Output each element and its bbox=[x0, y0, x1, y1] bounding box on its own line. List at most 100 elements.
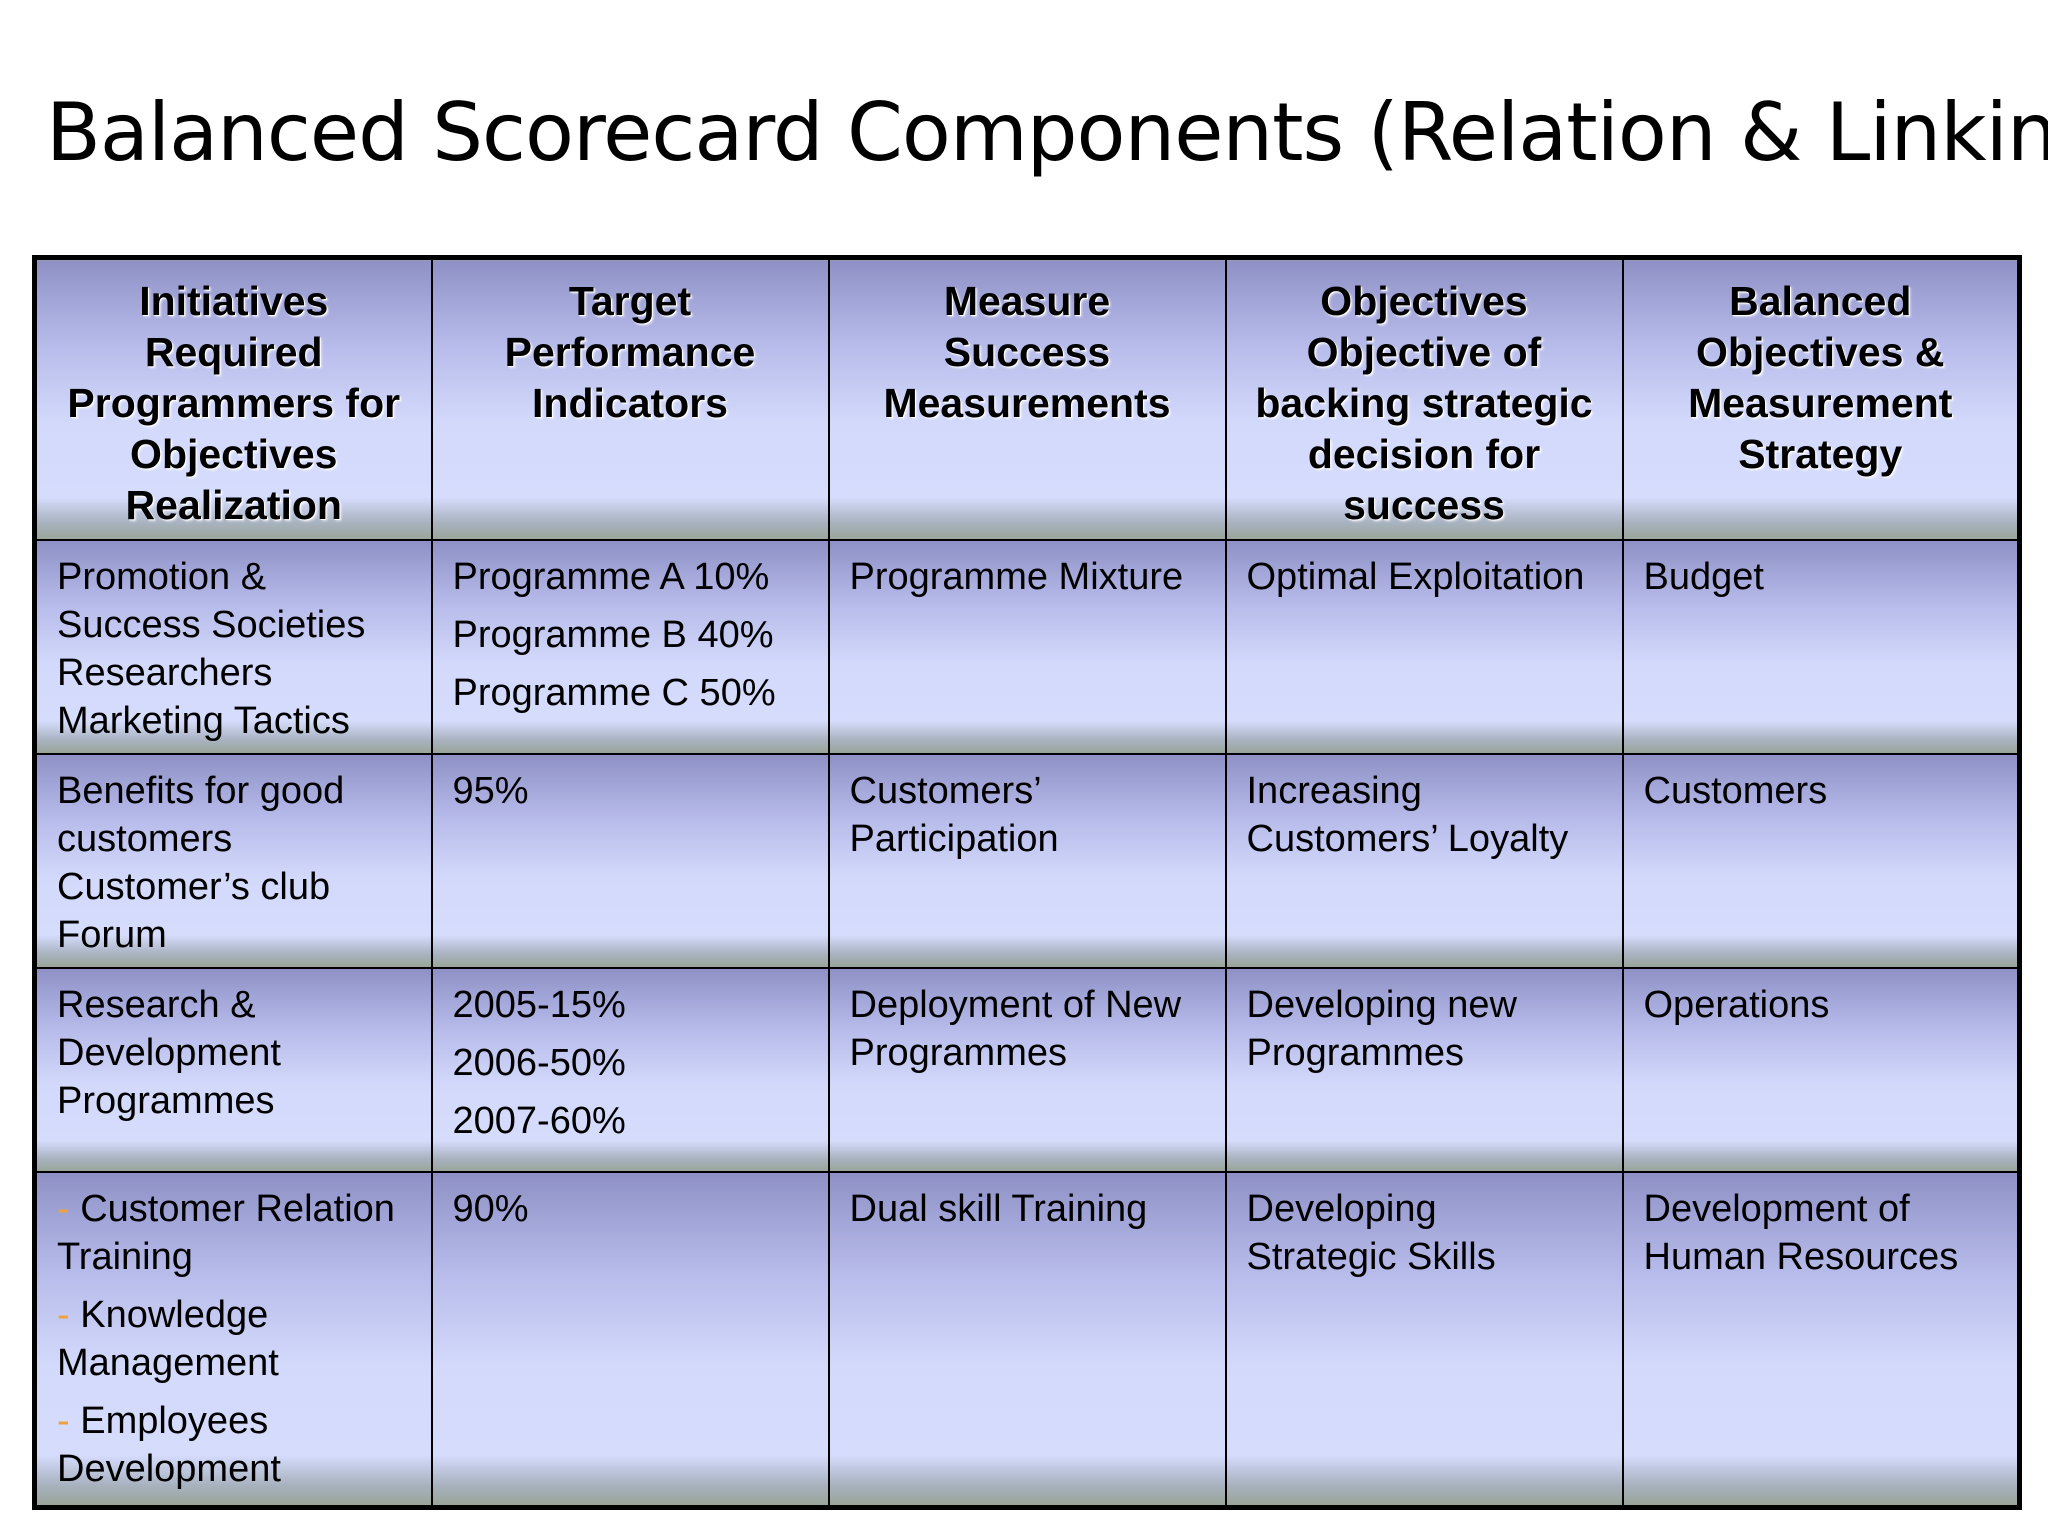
cell-text: Operations bbox=[1643, 984, 1830, 1026]
header-text: Objectives bbox=[1320, 278, 1528, 324]
header-text: Objective of bbox=[1306, 329, 1542, 375]
cell-perspective: Operations bbox=[1621, 967, 2021, 1173]
dash-bullet-icon: - bbox=[57, 1400, 70, 1442]
cell-text: Customers bbox=[1643, 770, 1828, 812]
cell-perspective: Development of Human Resources bbox=[1621, 1171, 2021, 1509]
cell-objective: Developing new Programmes bbox=[1224, 967, 1624, 1173]
header-objectives: Objectives Objective of backing strategi… bbox=[1224, 256, 1624, 541]
cell-text: Programme Mixture bbox=[849, 556, 1184, 598]
cell-measure: Dual skill Training bbox=[827, 1171, 1227, 1509]
header-text: Measure bbox=[943, 278, 1111, 324]
cell-text: 2005-15% bbox=[452, 984, 626, 1026]
cell-text: Benefits for good bbox=[57, 770, 345, 812]
cell-measure: Programme Mixture bbox=[827, 539, 1227, 755]
cell-text: Human Resources bbox=[1643, 1236, 1959, 1278]
cell-target: 90% bbox=[430, 1171, 830, 1509]
header-text: decision for bbox=[1307, 431, 1541, 477]
header-measure: Measure Success Measurements bbox=[827, 256, 1227, 541]
cell-text: Customers’ Loyalty bbox=[1246, 818, 1569, 860]
cell-text: Developing bbox=[1246, 1188, 1437, 1230]
header-text: Measurement bbox=[1688, 380, 1953, 426]
cell-text: Increasing bbox=[1246, 770, 1422, 812]
cell-text: Promotion & bbox=[57, 556, 267, 598]
header-row: Initiatives Required Programmers for Obj… bbox=[33, 256, 2021, 541]
cell-text: Programme A 10% bbox=[452, 556, 770, 598]
cell-text: Training bbox=[57, 1236, 193, 1278]
table-row: Benefits for good customers Customer’s c… bbox=[33, 753, 2021, 969]
header-text: Target bbox=[568, 278, 692, 324]
cell-text: Programmes bbox=[57, 1080, 275, 1122]
cell-text: Research & bbox=[57, 984, 256, 1026]
cell-text: 2007-60% bbox=[452, 1100, 626, 1142]
dash-bullet-icon: - bbox=[57, 1188, 70, 1230]
header-text: Balanced bbox=[1729, 278, 1912, 324]
cell-text: Optimal Exploitation bbox=[1246, 556, 1585, 598]
cell-initiatives: Benefits for good customers Customer’s c… bbox=[33, 753, 433, 969]
table-row: Promotion & Success Societies Researcher… bbox=[33, 539, 2021, 755]
cell-text: Programmes bbox=[1246, 1032, 1465, 1074]
header-text: backing strategic bbox=[1255, 380, 1593, 426]
header-text: Initiatives bbox=[139, 278, 329, 324]
cell-text: Management bbox=[57, 1342, 279, 1384]
header-text: Performance bbox=[504, 329, 756, 375]
scorecard-table: Initiatives Required Programmers for Obj… bbox=[32, 255, 2022, 1510]
cell-text: customers bbox=[57, 818, 233, 860]
cell-text: Programme B 40% bbox=[452, 614, 774, 656]
cell-text: Forum bbox=[57, 914, 167, 956]
cell-text: Customer Relation bbox=[80, 1188, 395, 1230]
slide-title: Balanced Scorecard Components (Relation … bbox=[46, 86, 2048, 179]
cell-text: Marketing Tactics bbox=[57, 700, 350, 742]
cell-measure: Customers’ Participation bbox=[827, 753, 1227, 969]
header-text: Success bbox=[943, 329, 1111, 375]
header-text: success bbox=[1343, 482, 1505, 528]
header-target: Target Performance Indicators bbox=[430, 256, 830, 541]
cell-text: Dual skill Training bbox=[849, 1188, 1148, 1230]
cell-perspective: Customers bbox=[1621, 753, 2021, 969]
cell-text: Customer’s club bbox=[57, 866, 331, 908]
header-text: Indicators bbox=[532, 380, 728, 426]
cell-initiatives: Research & Development Programmes bbox=[33, 967, 433, 1173]
cell-text: 90% bbox=[452, 1188, 529, 1230]
cell-text: Programmes bbox=[849, 1032, 1068, 1074]
cell-objective: Increasing Customers’ Loyalty bbox=[1224, 753, 1624, 969]
cell-text: Participation bbox=[849, 818, 1059, 860]
bullet-item: - Knowledge bbox=[57, 1291, 417, 1339]
table-row: - Customer Relation Training - Knowledge… bbox=[33, 1171, 2021, 1509]
cell-target: 95% bbox=[430, 753, 830, 969]
header-text: Measurements bbox=[883, 380, 1171, 426]
cell-objective: Developing Strategic Skills bbox=[1224, 1171, 1624, 1509]
cell-initiatives: - Customer Relation Training - Knowledge… bbox=[33, 1171, 433, 1509]
cell-text: Development bbox=[57, 1032, 281, 1074]
header-text: Objectives & bbox=[1696, 329, 1945, 375]
cell-target: Programme A 10% Programme B 40% Programm… bbox=[430, 539, 830, 755]
cell-text: Success Societies bbox=[57, 604, 366, 646]
header-text: Programmers for bbox=[67, 380, 401, 426]
cell-text: Researchers bbox=[57, 652, 273, 694]
cell-text: Employees bbox=[80, 1400, 269, 1442]
cell-text: Budget bbox=[1643, 556, 1764, 598]
cell-text: Strategic Skills bbox=[1246, 1236, 1496, 1278]
cell-text: Developing new bbox=[1246, 984, 1517, 1026]
cell-text: Deployment of New bbox=[849, 984, 1182, 1026]
table-row: Research & Development Programmes 2005-1… bbox=[33, 967, 2021, 1173]
cell-target: 2005-15% 2006-50% 2007-60% bbox=[430, 967, 830, 1173]
header-initiatives: Initiatives Required Programmers for Obj… bbox=[33, 256, 433, 541]
bullet-item: - Customer Relation bbox=[57, 1185, 417, 1233]
cell-text: Knowledge bbox=[80, 1294, 269, 1336]
cell-initiatives: Promotion & Success Societies Researcher… bbox=[33, 539, 433, 755]
cell-text: 95% bbox=[452, 770, 529, 812]
header-text: Required bbox=[144, 329, 323, 375]
cell-text: Development bbox=[57, 1448, 281, 1490]
cell-text: Development of bbox=[1643, 1188, 1910, 1230]
header-text: Strategy bbox=[1738, 431, 1903, 477]
cell-objective: Optimal Exploitation bbox=[1224, 539, 1624, 755]
cell-text: Customers’ bbox=[849, 770, 1042, 812]
header-text: Realization bbox=[125, 482, 342, 528]
cell-perspective: Budget bbox=[1621, 539, 2021, 755]
bullet-item: - Employees bbox=[57, 1397, 417, 1445]
cell-measure: Deployment of New Programmes bbox=[827, 967, 1227, 1173]
header-balanced: Balanced Objectives & Measurement Strate… bbox=[1621, 256, 2021, 541]
cell-text: 2006-50% bbox=[452, 1042, 626, 1084]
cell-text: Programme C 50% bbox=[452, 672, 776, 714]
dash-bullet-icon: - bbox=[57, 1294, 70, 1336]
